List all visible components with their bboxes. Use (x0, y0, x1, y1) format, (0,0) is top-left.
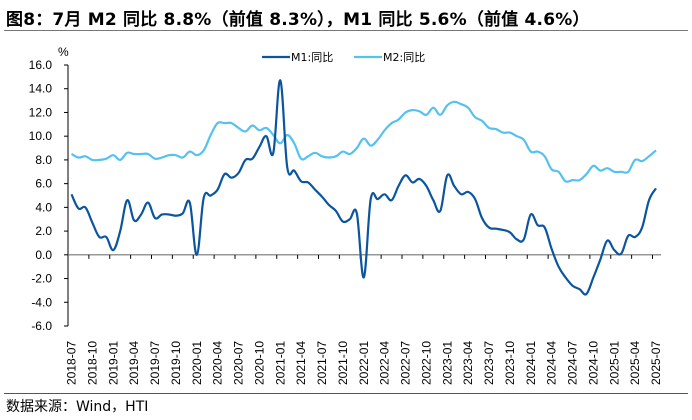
y-tick-label: 6.0 (35, 177, 52, 191)
x-tick-label: 2024-01 (524, 341, 538, 385)
legend-label: M2:同比 (383, 51, 425, 64)
x-tick-label: 2024-07 (566, 341, 580, 385)
x-tick-label: 2023-01 (440, 341, 454, 385)
series-line-m1 (70, 79, 657, 296)
legend-label: M1:同比 (291, 51, 333, 64)
x-tick-label: 2025-01 (607, 341, 621, 385)
title-divider (4, 30, 688, 31)
x-tick-label: 2020-07 (232, 341, 246, 385)
x-tick-label: 2021-10 (336, 341, 350, 385)
x-tick-label: 2018-10 (85, 341, 99, 385)
x-tick-label: 2021-01 (273, 341, 287, 385)
y-tick-label: 8.0 (35, 153, 52, 167)
x-tick-label: 2023-07 (482, 341, 496, 385)
y-tick-label: 16.0 (29, 58, 53, 72)
y-tick-label: 2.0 (35, 224, 52, 238)
x-tick-label: 2019-10 (169, 341, 183, 385)
x-tick-label: 2019-01 (106, 341, 120, 385)
x-tick-label: 2022-01 (357, 341, 371, 385)
x-tick-label: 2020-10 (252, 341, 266, 385)
x-tick-label: 2022-07 (399, 341, 413, 385)
y-tick-label: 12.0 (29, 105, 53, 119)
figure-title: 图8：7月 M2 同比 8.8%（前值 8.3%），M1 同比 5.6%（前值 … (6, 10, 590, 30)
footer-divider (4, 393, 688, 394)
x-tick-label: 2020-01 (190, 341, 204, 385)
y-tick-label: -4.0 (31, 295, 52, 309)
x-tick-label: 2022-10 (419, 341, 433, 385)
series-line-m2 (70, 100, 657, 183)
y-tick-label: 0.0 (35, 248, 52, 262)
x-tick-label: 2023-04 (461, 341, 475, 385)
x-tick-label: 2018-07 (65, 341, 79, 385)
y-tick-label: 14.0 (29, 82, 53, 96)
y-tick-label: 10.0 (29, 129, 53, 143)
x-tick-label: 2021-07 (315, 341, 329, 385)
x-tick-label: 2021-04 (294, 341, 308, 385)
y-tick-label: -6.0 (31, 319, 52, 333)
x-tick-label: 2025-07 (649, 341, 663, 385)
x-tick-label: 2019-04 (127, 341, 141, 385)
y-axis-unit: % (58, 45, 69, 59)
x-tick-label: 2020-04 (211, 341, 225, 385)
x-tick-label: 2024-04 (545, 341, 559, 385)
y-tick-label: -2.0 (31, 272, 52, 286)
source-note: 数据来源：Wind，HTI (6, 399, 149, 415)
series-lines (70, 79, 657, 296)
y-tick-label: 4.0 (35, 200, 52, 214)
x-tick-label: 2025-04 (628, 341, 642, 385)
x-tick-label: 2023-10 (503, 341, 517, 385)
legend: M1:同比 M2:同比 (262, 51, 425, 64)
x-tick-label: 2019-07 (148, 341, 162, 385)
axes: 16.0 14.0 12.0 10.0 8.0 6.0 4.0 2.0 0.0 -2.0 -4.0 -… (29, 58, 663, 385)
x-tick-label: 2024-10 (586, 341, 600, 385)
x-tick-label: 2022-04 (378, 341, 392, 385)
